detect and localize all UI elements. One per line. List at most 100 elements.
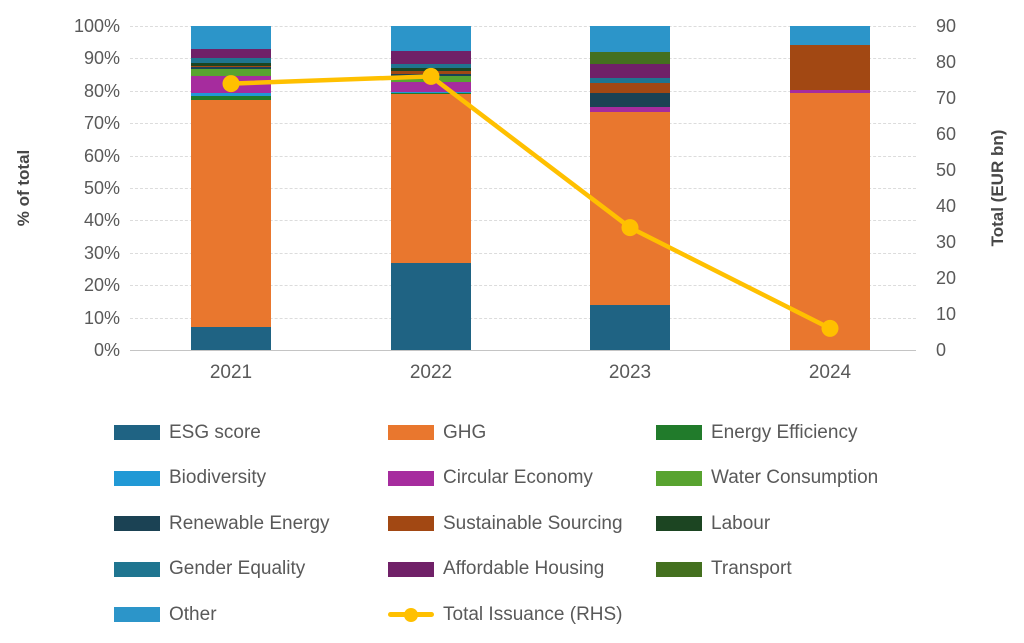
legend-swatch-icon xyxy=(388,470,434,486)
legend-label: GHG xyxy=(443,421,487,443)
legend-label: Sustainable Sourcing xyxy=(443,512,623,534)
bar-segment-renewable-energy xyxy=(191,66,271,70)
legend-label: Water Consumption xyxy=(711,467,879,489)
bar-segment-energy-efficiency xyxy=(391,93,471,95)
legend-label: Other xyxy=(169,603,217,625)
legend-swatch-icon xyxy=(388,425,434,441)
bar-segment-energy-efficiency xyxy=(191,95,271,100)
legend-item-esg-score: ESG score xyxy=(114,422,388,444)
bar-segment-gender-equality xyxy=(191,57,271,63)
gridline xyxy=(130,26,916,27)
legend-swatch-icon xyxy=(114,470,160,486)
legend-line-marker-icon xyxy=(404,607,418,622)
legend-swatch-icon xyxy=(388,561,434,577)
legend-item-renewable-energy: Renewable Energy xyxy=(114,513,388,535)
y-axis-right-tick: 30 xyxy=(936,232,957,252)
legend-label: ESG score xyxy=(169,421,261,443)
legend-swatch-icon xyxy=(114,561,160,577)
bar-segment-sustainable-sourcing xyxy=(590,82,670,94)
bar-segment-ghg xyxy=(790,93,870,350)
bar-segment-ghg xyxy=(590,111,670,305)
y-axis-left-tick: 20% xyxy=(83,275,120,296)
bar-segment-affordable-housing xyxy=(191,49,271,58)
y-axis-right-tick: 40 xyxy=(936,196,957,216)
x-axis-label: 2022 xyxy=(409,362,453,383)
bar-segment-affordable-housing xyxy=(391,50,471,64)
legend-label: Gender Equality xyxy=(169,558,306,580)
legend-item-biodiversity: Biodiversity xyxy=(114,467,388,489)
bar-segment-ghg xyxy=(191,99,271,328)
legend-item-other: Other xyxy=(114,604,388,626)
legend-label: Biodiversity xyxy=(169,467,267,489)
bar-segment-biodiversity xyxy=(191,93,271,96)
bar-segment-other xyxy=(391,26,471,51)
x-axis-label: 2023 xyxy=(608,362,652,383)
bar-segment-sustainable-sourcing xyxy=(391,71,471,75)
legend-item-total-issuance-rhs-: Total Issuance (RHS) xyxy=(388,604,656,626)
bar-segment-sustainable-sourcing xyxy=(191,65,271,67)
x-axis-label: 2021 xyxy=(209,362,253,383)
y-axis-left-tick: 0% xyxy=(93,340,120,360)
legend-item-labour: Labour xyxy=(656,513,986,535)
y-axis-right-tick: 60 xyxy=(936,124,957,144)
legend-item-gender-equality: Gender Equality xyxy=(114,558,388,580)
bar-segment-esg-score xyxy=(191,327,271,350)
bar-segment-affordable-housing xyxy=(590,63,670,79)
bar-segment-esg-score xyxy=(391,262,471,350)
y-axis-right-tick: 20 xyxy=(936,268,957,288)
legend-swatch-icon xyxy=(114,607,160,623)
legend-swatch-icon xyxy=(114,516,160,532)
bar-segment-sustainable-sourcing xyxy=(790,45,870,91)
legend-item-sustainable-sourcing: Sustainable Sourcing xyxy=(388,513,656,535)
y-axis-left-tick: 30% xyxy=(83,242,120,263)
y-axis-right-tick: 90 xyxy=(936,16,957,36)
y-axis-left-tick: 60% xyxy=(83,145,120,166)
legend-label: Labour xyxy=(711,512,771,534)
legend-label: Total Issuance (RHS) xyxy=(443,603,623,625)
y-axis-left-tick: 50% xyxy=(83,178,120,198)
y-axis-right-tick: 50 xyxy=(936,160,957,180)
legend-label: Renewable Energy xyxy=(169,512,330,534)
y-axis-right-tick: 70 xyxy=(936,88,957,108)
legend-item-water-consumption: Water Consumption xyxy=(656,467,986,489)
bar-segment-circular-economy xyxy=(391,82,471,93)
gridline xyxy=(130,350,916,351)
legend-item-transport: Transport xyxy=(656,558,986,580)
bar-segment-biodiversity xyxy=(391,92,471,94)
x-axis-label: 2024 xyxy=(808,362,852,383)
legend-swatch-icon xyxy=(656,470,702,486)
legend-label: Transport xyxy=(711,558,792,580)
legend-line-icon xyxy=(388,607,434,622)
bar-segment-water-consumption xyxy=(191,69,271,77)
legend-item-circular-economy: Circular Economy xyxy=(388,467,656,489)
bar-segment-renewable-energy xyxy=(391,74,471,77)
legend-swatch-icon xyxy=(656,516,702,532)
legend-label: Energy Efficiency xyxy=(711,421,858,443)
legend: ESG score GHG Energy Efficiency Biodiversit… xyxy=(114,410,994,638)
y-axis-left-tick: 10% xyxy=(83,307,120,328)
right-axis-title: Total (EUR bn) xyxy=(988,129,1007,247)
legend-label: Circular Economy xyxy=(443,467,593,489)
legend-item-affordable-housing: Affordable Housing xyxy=(388,558,656,580)
left-axis-title: % of total xyxy=(14,149,33,227)
bar-segment-other xyxy=(191,26,271,49)
bar-segment-circular-economy xyxy=(191,76,271,94)
bar-segment-esg-score xyxy=(590,304,670,350)
bar-segment-other xyxy=(590,26,670,52)
y-axis-right-tick: 80 xyxy=(936,52,957,72)
bar-segment-labour xyxy=(391,68,471,72)
y-axis-left-tick: 90% xyxy=(83,48,120,69)
y-axis-left-tick: 80% xyxy=(83,80,120,101)
y-axis-left-tick: 40% xyxy=(83,210,120,231)
legend-swatch-icon xyxy=(656,425,702,441)
legend-swatch-icon xyxy=(114,425,160,441)
y-axis-left-tick: 100% xyxy=(73,16,120,36)
bar-segment-water-consumption xyxy=(391,76,471,83)
legend-label: Affordable Housing xyxy=(443,558,605,580)
bar-segment-other xyxy=(790,26,870,46)
legend-swatch-icon xyxy=(656,561,702,577)
bar-segment-labour xyxy=(191,62,271,66)
bar-segment-circular-economy xyxy=(790,90,870,94)
y-axis-left-tick: 70% xyxy=(83,113,120,134)
bar-segment-transport xyxy=(590,51,670,64)
